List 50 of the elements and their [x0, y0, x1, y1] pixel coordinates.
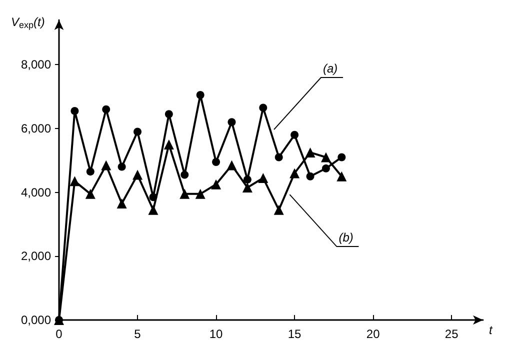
point	[102, 105, 110, 114]
point	[85, 188, 96, 199]
point	[320, 152, 331, 162]
point	[258, 172, 268, 183]
x-tick-label: 15	[288, 327, 302, 341]
x-tick-label: 0	[56, 327, 63, 341]
y-tick-label: 4,000	[20, 185, 52, 200]
point	[306, 172, 314, 180]
x-tick-label: 5	[134, 327, 142, 341]
point	[336, 171, 347, 182]
point	[101, 160, 112, 170]
point	[134, 128, 142, 136]
y-tick-label: 8,000	[20, 58, 52, 72]
x-tick-label: 25	[444, 327, 459, 341]
y-tick-label: 0,000	[20, 313, 52, 327]
x-tick-label: 20	[366, 327, 380, 341]
x-axis-title: t	[489, 323, 493, 337]
text: (b)	[338, 230, 354, 245]
point	[274, 204, 284, 215]
point	[228, 118, 236, 126]
point	[195, 188, 206, 199]
point	[86, 168, 94, 176]
point	[180, 188, 190, 199]
point	[70, 106, 79, 115]
point	[242, 182, 252, 193]
point	[338, 153, 346, 162]
point	[149, 193, 158, 202]
point	[211, 179, 222, 190]
point	[305, 147, 316, 158]
point	[226, 160, 237, 170]
point	[259, 104, 268, 112]
point	[118, 162, 126, 171]
point	[164, 139, 174, 150]
point	[148, 204, 158, 215]
point	[212, 158, 220, 166]
point	[180, 170, 189, 179]
point	[290, 168, 300, 178]
point	[164, 110, 173, 118]
point	[243, 176, 252, 184]
x-tick-label: 10	[209, 327, 224, 341]
y-tick-label: 6,000	[20, 122, 52, 136]
point	[290, 130, 299, 139]
point	[274, 153, 283, 162]
point	[116, 198, 127, 209]
point	[132, 170, 143, 180]
y-tick-label: 2,000	[20, 249, 52, 264]
point	[70, 176, 80, 186]
point	[196, 91, 204, 99]
point	[322, 164, 330, 172]
text: (a)	[323, 62, 338, 76]
